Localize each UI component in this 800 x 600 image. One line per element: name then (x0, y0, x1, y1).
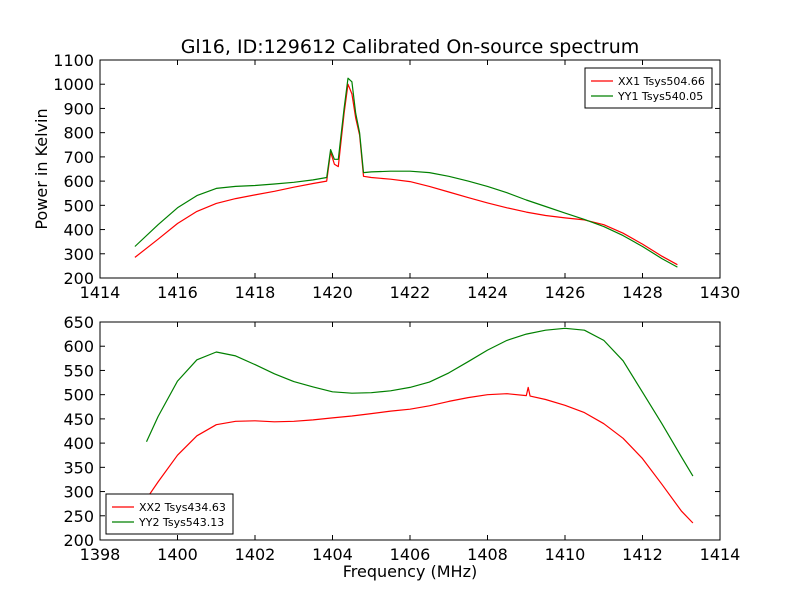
top-xtick-label: 1428 (622, 283, 663, 302)
top-xtick-label: 1422 (390, 283, 431, 302)
top-series-line-2 (134, 77, 678, 268)
top-ytick-label: 900 (63, 99, 94, 118)
top-chart-ylabel: Power in Kelvin (32, 108, 51, 229)
top-ytick-label: 300 (63, 245, 94, 264)
bottom-xtick-label: 1412 (622, 545, 663, 564)
bottom-chart-xlabel: Frequency (MHz) (343, 562, 477, 581)
top-legend: XX1 Tsys504.66 YY1 Tsys540.05 (584, 67, 713, 109)
bottom-xtick-label: 1406 (390, 545, 431, 564)
bottom-xtick-label: 1414 (700, 545, 741, 564)
bottom-legend: XX2 Tsys434.63 YY2 Tsys543.13 (105, 493, 234, 535)
bottom-xtick-label: 1408 (467, 545, 508, 564)
top-ytick-label: 500 (63, 196, 94, 215)
top-xtick-label: 1424 (467, 283, 508, 302)
top-chart: 1414 1416 1418 1420 1422 1424 1426 1428 1430 200 3… (53, 51, 740, 302)
top-ytick-label: 700 (63, 148, 94, 167)
top-xtick-label: 1416 (157, 283, 198, 302)
bottom-ytick-label: 450 (63, 410, 94, 429)
bottom-chart: 1398 1400 1402 1404 1406 1408 1410 1412 1414 200 2… (63, 313, 740, 564)
bottom-ytick-label: 650 (63, 313, 94, 332)
top-ytick-label: 200 (63, 269, 94, 288)
bottom-xtick-label: 1404 (312, 545, 353, 564)
bottom-xtick-label: 1400 (157, 545, 198, 564)
bottom-xtick-label: 1398 (80, 545, 121, 564)
bottom-ytick-label: 250 (63, 507, 94, 526)
bottom-ytick-label: 300 (63, 483, 94, 502)
bottom-series-line-2 (145, 327, 694, 477)
bottom-ytick-label: 500 (63, 386, 94, 405)
top-xtick-label: 1426 (545, 283, 586, 302)
bottom-ytick-label: 350 (63, 458, 94, 477)
bottom-xtick-label: 1402 (235, 545, 276, 564)
top-chart-title: Gl16, ID:129612 Calibrated On-source spe… (181, 36, 640, 58)
top-legend-box (584, 67, 713, 109)
top-legend-label-2: YY1 Tsys540.05 (617, 90, 703, 103)
top-xtick-label: 1420 (312, 283, 353, 302)
bottom-ytick-label: 550 (63, 361, 94, 380)
top-ytick-label: 1000 (53, 75, 94, 94)
top-xtick-label: 1418 (235, 283, 276, 302)
bottom-legend-label-2: YY2 Tsys543.13 (138, 516, 224, 529)
top-ytick-label: 600 (63, 172, 94, 191)
top-ytick-label: 800 (63, 124, 94, 143)
bottom-ytick-label: 600 (63, 337, 94, 356)
top-xtick-label: 1414 (80, 283, 121, 302)
top-xtick-label: 1430 (700, 283, 741, 302)
bottom-ytick-label: 400 (63, 434, 94, 453)
bottom-legend-box (105, 493, 234, 535)
top-ytick-label: 1100 (53, 51, 94, 70)
bottom-ytick-label: 200 (63, 531, 94, 550)
top-ytick-label: 400 (63, 221, 94, 240)
bottom-series-line-1 (146, 386, 694, 524)
bottom-legend-label-1: XX2 Tsys434.63 (139, 501, 226, 514)
top-legend-label-1: XX1 Tsys504.66 (618, 75, 705, 88)
bottom-xtick-label: 1410 (545, 545, 586, 564)
